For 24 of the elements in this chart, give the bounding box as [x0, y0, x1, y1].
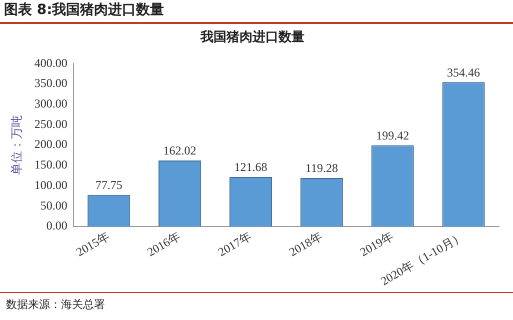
- y-tick-label: 200.00: [34, 137, 68, 152]
- y-tick-label: 100.00: [34, 178, 68, 192]
- x-tick-label: 2017年: [216, 228, 254, 260]
- chart-title: 我国猪肉进口数量: [200, 29, 304, 46]
- y-tick-label: 50.00: [40, 198, 68, 212]
- y-tick-label: 150.00: [34, 158, 68, 172]
- data-label: 354.46: [447, 65, 480, 80]
- source-note: 数据来源：海关总署: [0, 292, 513, 312]
- x-tick-label: 2016年: [144, 228, 183, 260]
- y-tick-label: 300.00: [34, 96, 68, 110]
- x-tick-label: 2015年: [74, 228, 112, 260]
- data-label: 77.75: [95, 178, 122, 192]
- text: 图表 8:我国猪肉进口数量: [0, 0, 513, 24]
- y-tick-label: 350.00: [34, 76, 68, 90]
- data-label: 121.68: [234, 160, 268, 174]
- y-tick-label: 0.00: [46, 218, 68, 233]
- y-tick-label: 250.00: [34, 116, 68, 131]
- x-tick-label: 2019年: [358, 228, 396, 260]
- y-tick-label: 400.00: [34, 56, 68, 70]
- x-tick-label: 2018年: [286, 228, 325, 260]
- data-label: 199.42: [376, 128, 410, 142]
- data-label: 119.28: [305, 161, 338, 176]
- y-axis-title: 单位：万吨: [9, 115, 24, 176]
- data-label: 162.02: [163, 144, 196, 158]
